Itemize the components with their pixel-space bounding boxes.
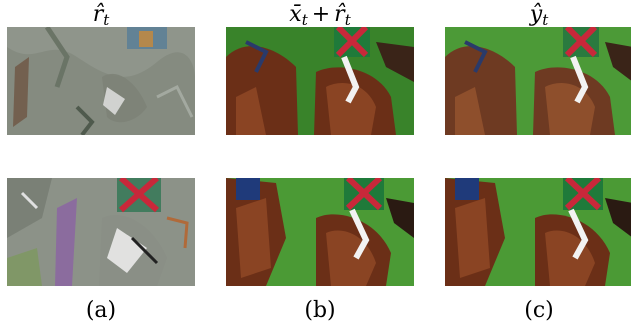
panel-c-row2 — [445, 178, 631, 286]
column-title-a: r̂t — [7, 2, 195, 29]
column-title-b: x̄t + r̂t — [226, 2, 414, 29]
panel-c-row1 — [445, 27, 631, 135]
panel-b-row2 — [226, 178, 414, 286]
panel-a-row2 — [7, 178, 195, 286]
column-title-c: ŷt — [445, 2, 631, 29]
column-label-b: (b) — [304, 298, 336, 323]
column-label-c: (c) — [524, 298, 554, 323]
title-a-sub: t — [103, 11, 110, 29]
residual-image-row2 — [7, 178, 195, 286]
title-c-sub: t — [542, 11, 549, 29]
output-image-row2 — [445, 178, 631, 286]
title-b-operator: + — [311, 2, 331, 27]
output-image-row1 — [445, 27, 631, 135]
title-c-main: ŷ — [529, 2, 543, 27]
column-label-a: (a) — [85, 298, 117, 323]
panel-b-row1 — [226, 27, 414, 135]
title-a-main: r̂ — [92, 2, 104, 27]
title-b-sub-2: t — [344, 11, 351, 29]
title-b-main-2: r̂ — [334, 2, 345, 27]
residual-image-row1 — [7, 27, 195, 135]
sum-image-row1 — [226, 27, 414, 135]
title-b-main-1: x̄ — [289, 2, 302, 27]
panel-a-row1 — [7, 27, 195, 135]
sum-image-row2 — [226, 178, 414, 286]
title-b-sub-1: t — [301, 11, 308, 29]
